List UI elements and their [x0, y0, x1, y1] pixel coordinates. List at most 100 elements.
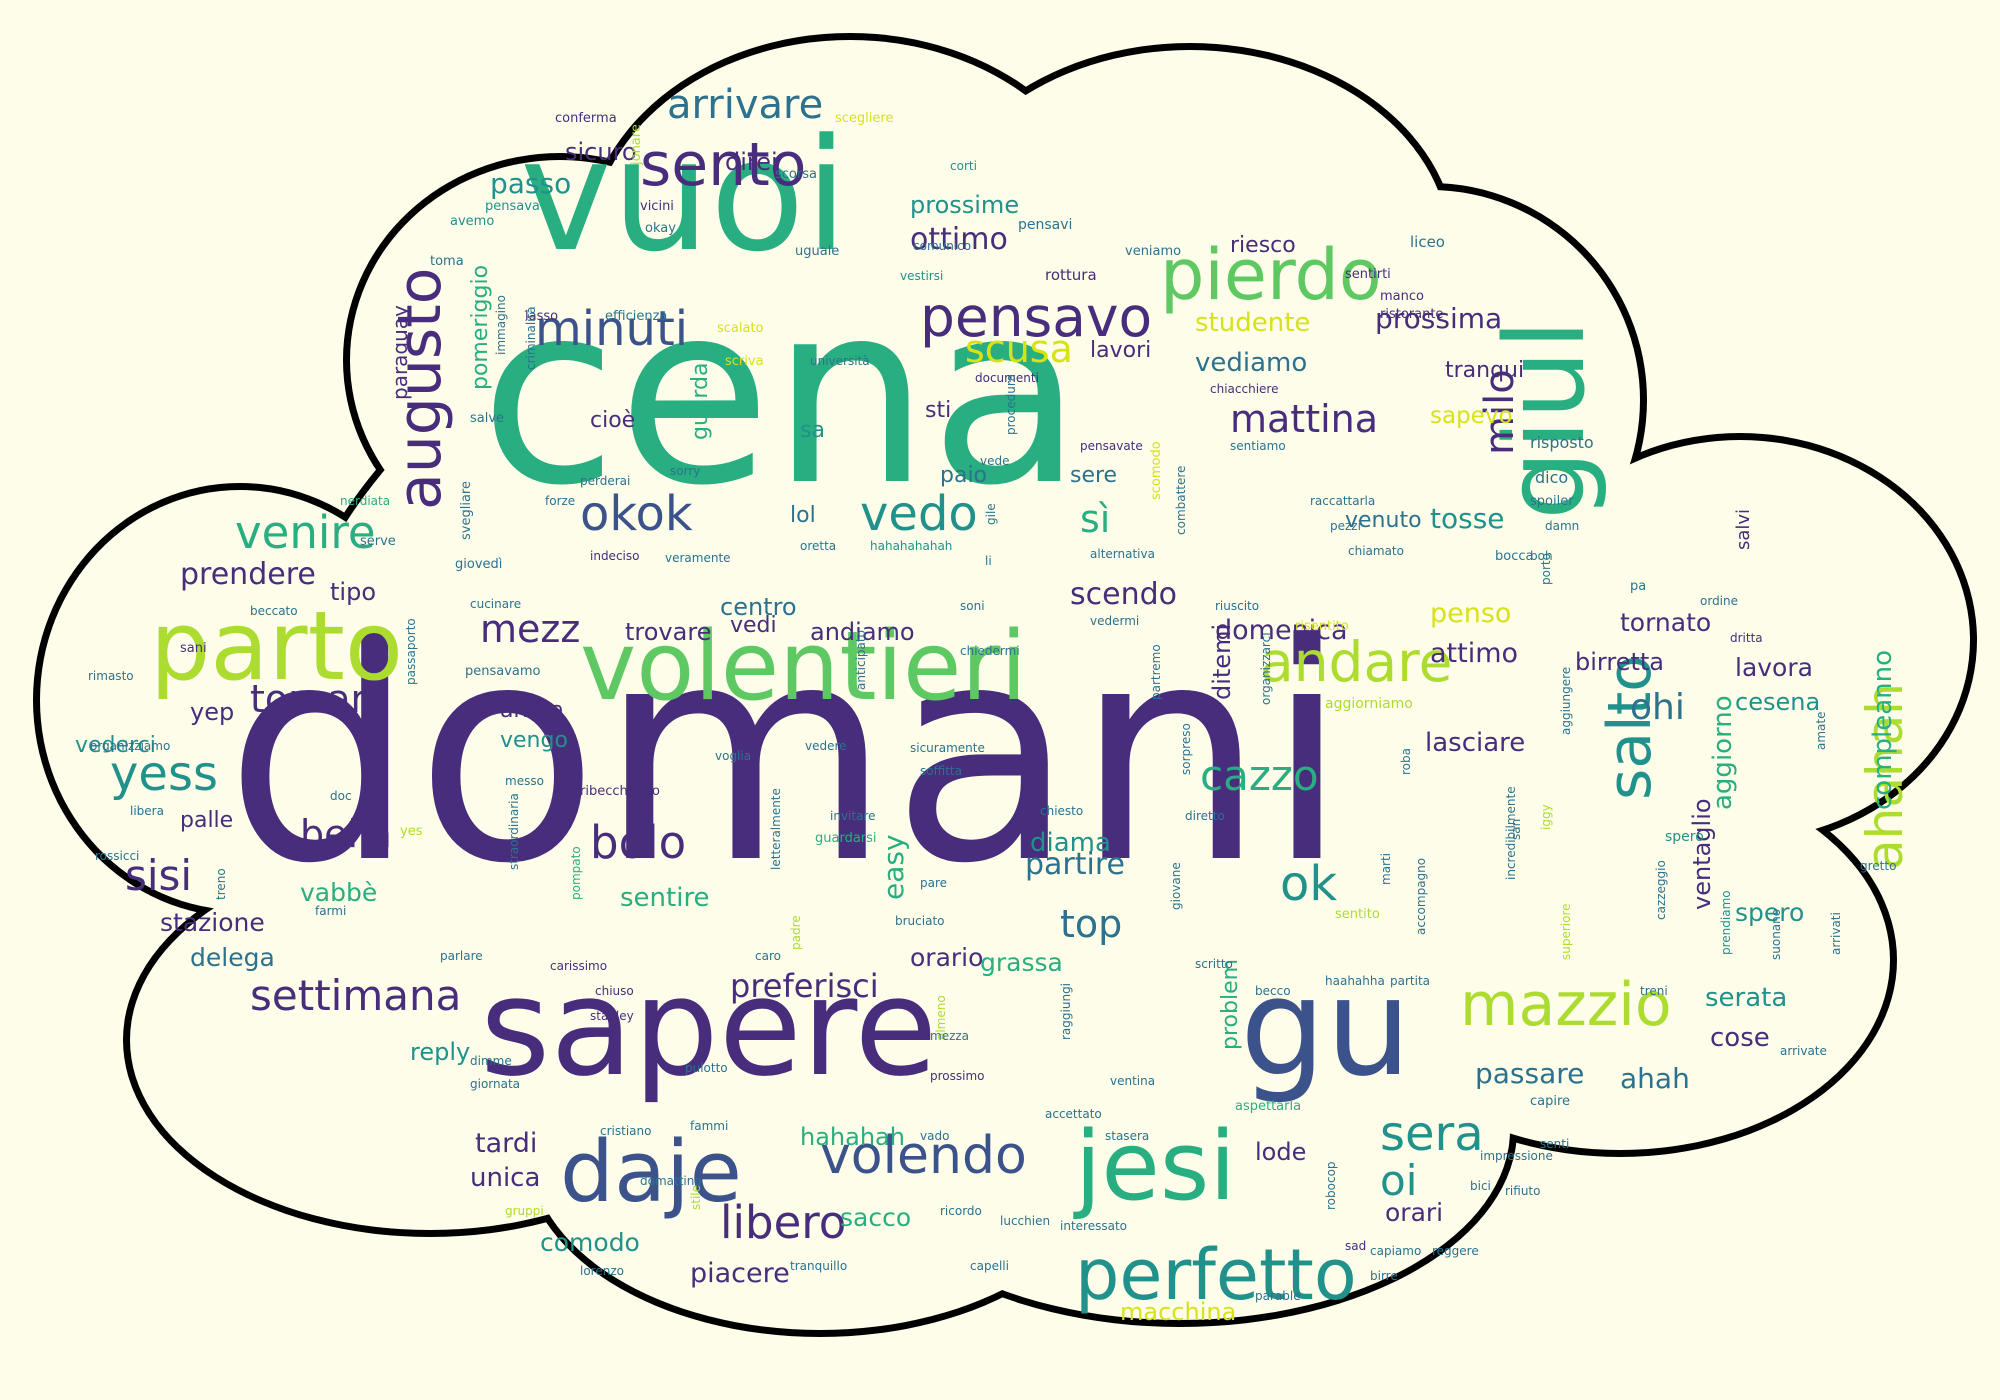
word-cena: cena	[480, 249, 1083, 540]
word-prossimo: prossimo	[930, 1069, 985, 1083]
word-stile: stile	[689, 1184, 703, 1210]
word-sere: sere	[1070, 463, 1118, 488]
word-treno: treno	[214, 868, 228, 900]
word-direi: direi	[725, 148, 778, 176]
word-lol: lol	[790, 503, 816, 528]
word-bruciato: bruciato	[895, 914, 945, 928]
word-diama: diama	[1030, 828, 1111, 858]
word-reply: reply	[410, 1038, 471, 1066]
word-mattina: mattina	[1230, 397, 1379, 441]
word-tipo: tipo	[330, 578, 376, 606]
word-pompato: pompato	[569, 846, 583, 900]
word-pensavamo: pensavamo	[465, 664, 541, 679]
word-ottimo: ottimo	[910, 222, 1008, 257]
word-compleanno: compleanno	[1868, 649, 1898, 810]
word-raccattarla: raccattarla	[1310, 494, 1376, 508]
word-vuoi: vuoi	[520, 105, 848, 286]
word-sorpreso: sorpreso	[1179, 723, 1193, 775]
word-macchina: macchina	[1120, 1298, 1237, 1326]
word-scalato: scalato	[717, 321, 764, 336]
word-aggiorniamo: aggiorniamo	[1325, 696, 1413, 712]
word-pomeriggio: pomeriggio	[468, 264, 493, 390]
word-serata: serata	[1705, 983, 1788, 1013]
word-dritta: dritta	[1730, 631, 1763, 645]
word-birretta: birretta	[1575, 648, 1664, 676]
word-ohi: ohi	[1630, 687, 1685, 728]
word-lode: lode	[1255, 1138, 1307, 1166]
word-prendere: prendere	[180, 557, 316, 592]
word-sicuro: sicuro	[565, 138, 637, 166]
word-salve: salve	[470, 411, 505, 426]
word-ok: ok	[1280, 856, 1338, 912]
word-vabbè: vabbè	[300, 878, 378, 907]
word-rottura: rottura	[1045, 266, 1097, 284]
word-sentirti: sentirti	[1345, 267, 1391, 282]
word-accompagno: accompagno	[1414, 857, 1428, 935]
word-scusa: scusa	[965, 327, 1073, 371]
word-vediamo: vediamo	[1195, 348, 1308, 378]
word-forze: forze	[545, 494, 576, 508]
word-suonano: suonano	[1769, 908, 1783, 960]
word-giovedì: giovedì	[455, 557, 503, 572]
word-lucchien: lucchien	[1000, 1214, 1051, 1228]
word-stazione: stazione	[160, 908, 265, 937]
word-procedura: procedura	[1004, 373, 1018, 435]
word-giovane: giovane	[1169, 862, 1183, 910]
word-spero: spero	[1665, 829, 1704, 845]
word-scomodo: scomodo	[1149, 441, 1164, 500]
word-messo: messo	[505, 774, 544, 788]
word-salvi: salvi	[1733, 508, 1754, 550]
word-rossicci: rossicci	[95, 849, 140, 863]
word-volendo: volendo	[820, 1126, 1027, 1186]
word-riesco: riesco	[1230, 233, 1296, 258]
word-chiesto: chiesto	[1040, 804, 1084, 818]
word-ventaglio: ventaglio	[1688, 798, 1716, 910]
word-reggere: reggere	[1432, 1244, 1479, 1258]
word-tornato: tornato	[1620, 608, 1712, 637]
word-perfetto: perfetto	[1075, 1234, 1357, 1316]
word-nerdiata: nerdiata	[340, 494, 391, 508]
word-gile: gile	[984, 503, 998, 525]
word-vedi: vedi	[730, 613, 777, 638]
word-pulotto: pulotto	[685, 1061, 728, 1075]
word-sentito: sentito	[1335, 907, 1380, 922]
word-vado: vado	[920, 1129, 950, 1143]
word-vedere: vedere	[805, 739, 847, 753]
word-tranquillo: tranquillo	[790, 1259, 848, 1273]
word-prossima: prossima	[1375, 302, 1503, 335]
word-problem: problem	[1218, 958, 1243, 1050]
word-rifiuto: rifiuto	[1505, 1184, 1541, 1198]
word-centro: centro	[720, 593, 797, 621]
word-sad: sad	[1345, 1239, 1367, 1253]
word-sentiamo: sentiamo	[1230, 439, 1286, 453]
word-stanley: stanley	[590, 1009, 634, 1023]
word-sisi: sisi	[125, 851, 193, 900]
word-pezzi: pezzi	[1330, 519, 1361, 533]
word-piacere: piacere	[690, 1258, 790, 1289]
word-pensavo: pensavo	[920, 285, 1153, 349]
word-capire: capire	[1530, 1094, 1571, 1109]
word-parlare: parlare	[440, 949, 483, 963]
word-damn: damn	[1545, 519, 1580, 533]
word-scegliere: scegliere	[835, 111, 894, 126]
word-lavora: lavora	[1735, 653, 1813, 682]
word-partremo: partremo	[1149, 644, 1163, 700]
word-okay: okay	[645, 221, 676, 236]
word-pensava: pensava	[485, 199, 540, 214]
word-parto: parto	[150, 592, 403, 702]
word-sapevo: sapevo	[1430, 403, 1513, 429]
word-passo: passo	[490, 167, 572, 200]
word-scriva: scriva	[725, 354, 764, 369]
word-roba: roba	[1399, 748, 1413, 775]
word-venire: venire	[235, 506, 376, 559]
word-delega: delega	[190, 943, 275, 972]
word-comodo: comodo	[540, 1228, 640, 1257]
word-tranqui: tranqui	[1445, 358, 1525, 383]
word-top: top	[1060, 902, 1123, 946]
word-passaporto: passaporto	[404, 618, 418, 685]
word-senti: senti	[1540, 1137, 1570, 1151]
word-manco: manco	[1380, 289, 1424, 304]
word-lasciare: lasciare	[1425, 728, 1526, 758]
